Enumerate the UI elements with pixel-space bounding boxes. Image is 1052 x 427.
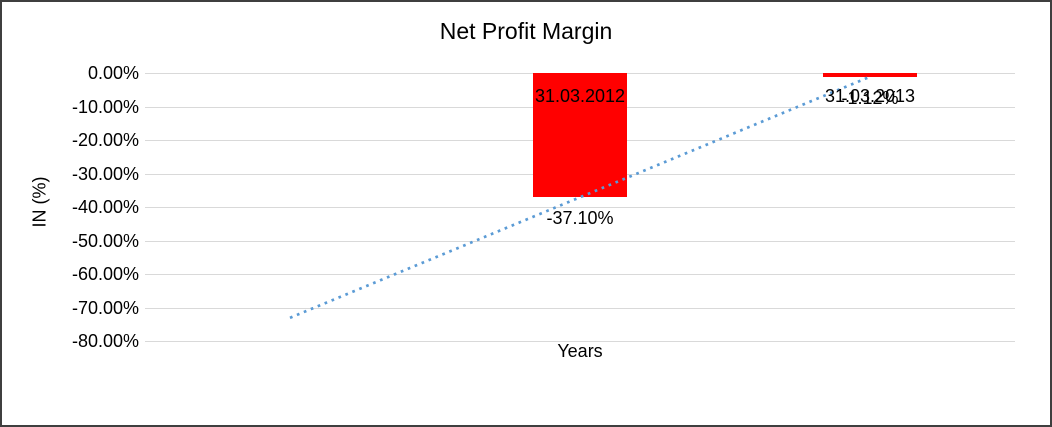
- category-label: 31.03.2012: [534, 86, 626, 106]
- x-axis-title: Years: [557, 341, 603, 361]
- y-gridline: [145, 341, 1015, 342]
- y-gridline: [145, 274, 1015, 275]
- chart-title: Net Profit Margin: [439, 18, 613, 44]
- y-axis-tick-label: -10.00%: [71, 97, 139, 117]
- bar: [823, 73, 917, 77]
- y-axis-tick-label: -30.00%: [71, 164, 139, 184]
- y-axis-tick-label: -80.00%: [71, 331, 139, 351]
- y-gridline: [145, 308, 1015, 309]
- y-axis-tick-label: 0.00%: [87, 63, 139, 83]
- data-label: -37.10%: [546, 208, 614, 228]
- y-gridline: [145, 241, 1015, 242]
- data-label: -1.12%: [841, 88, 899, 108]
- y-axis-tick-label: -20.00%: [71, 130, 139, 150]
- y-axis-tick-label: -60.00%: [71, 264, 139, 284]
- y-axis-tick-label: -70.00%: [71, 298, 139, 318]
- y-axis-tick-label: -40.00%: [71, 197, 139, 217]
- y-axis-tick-label: -50.00%: [71, 231, 139, 251]
